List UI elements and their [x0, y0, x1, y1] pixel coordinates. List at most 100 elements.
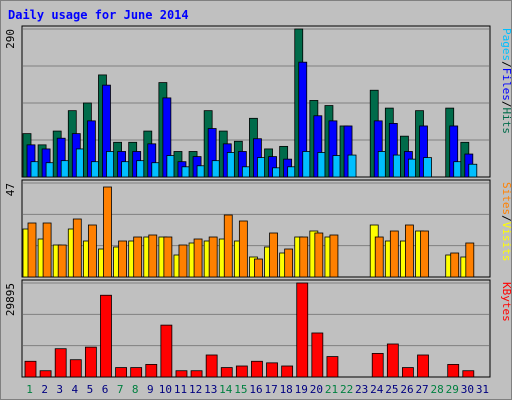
bar-kbytes-day-15 [235, 365, 248, 378]
bar-kbytes-day-27 [417, 354, 429, 378]
x-tick-day-4: 4 [72, 383, 79, 396]
legend-pages-files-hits: Pages/Files/Hits [500, 28, 512, 134]
x-tick-day-30: 30 [461, 383, 474, 396]
legend-part: / [500, 101, 512, 108]
x-tick-day-15: 15 [234, 383, 247, 396]
x-tick-day-12: 12 [189, 383, 202, 396]
bar-sites-day-30 [465, 242, 475, 278]
bar-kbytes-day-1 [24, 360, 37, 378]
bar-kbytes-day-4 [69, 359, 82, 378]
x-tick-day-1: 1 [26, 383, 33, 396]
x-tick-day-14: 14 [219, 383, 233, 396]
bar-sites-day-1 [27, 222, 37, 278]
bar-kbytes-day-29 [447, 364, 460, 378]
bar-sites-day-20 [314, 232, 324, 278]
panel-max-label: 29895 [4, 283, 17, 316]
x-tick-day-3: 3 [56, 383, 63, 396]
bar-sites-day-21 [329, 234, 339, 278]
bar-sites-day-3 [57, 244, 67, 278]
x-tick-day-24: 24 [370, 383, 384, 396]
bar-kbytes-day-8 [130, 367, 143, 378]
bar-kbytes-day-9 [145, 364, 158, 378]
bar-sites-day-16 [254, 258, 263, 278]
legend-sites-visits: Sites/Visits [500, 182, 512, 262]
x-tick-day-7: 7 [117, 383, 124, 396]
legend-part: / [500, 61, 512, 68]
x-tick-day-19: 19 [295, 383, 308, 396]
bar-kbytes-day-13 [205, 354, 218, 378]
legend-part: Visits [500, 222, 512, 262]
bar-kbytes-day-5 [84, 346, 97, 378]
bar-kbytes-day-19 [296, 282, 309, 378]
x-tick-day-6: 6 [102, 383, 109, 396]
bar-sites-day-2 [42, 222, 52, 278]
bar-kbytes-day-24 [371, 353, 384, 378]
panel-frame [21, 279, 491, 378]
x-tick-day-13: 13 [204, 383, 217, 396]
bar-sites-day-7 [118, 240, 127, 278]
kbytes-panel [21, 279, 491, 378]
visits-panel [21, 179, 491, 278]
bar-kbytes-day-25 [386, 343, 399, 378]
bar-kbytes-day-26 [402, 367, 414, 378]
x-tick-day-2: 2 [41, 383, 48, 396]
x-tick-day-25: 25 [385, 383, 398, 396]
bar-kbytes-day-30 [462, 370, 475, 378]
x-tick-day-29: 29 [446, 383, 459, 396]
legend-kbytes: KBytes [500, 282, 512, 322]
legend-part: KBytes [500, 282, 512, 322]
legend-part: Sites [500, 182, 512, 215]
bar-sites-day-13 [208, 236, 218, 278]
legend-part: / [500, 215, 512, 222]
labels-layer: 2904729895Pages/Files/HitsSites/VisitsKB… [4, 28, 512, 322]
x-tick-day-20: 20 [310, 383, 323, 396]
legend-part: Files [500, 68, 512, 101]
x-tick-day-27: 27 [415, 383, 428, 396]
x-tick-day-26: 26 [400, 383, 413, 396]
bar-kbytes-day-12 [190, 370, 203, 378]
x-tick-day-17: 17 [264, 383, 277, 396]
bar-kbytes-day-7 [115, 367, 127, 378]
bar-kbytes-day-17 [266, 362, 278, 378]
panel-max-label: 47 [4, 183, 17, 196]
bar-sites-day-11 [178, 244, 188, 278]
bar-kbytes-day-3 [54, 348, 67, 378]
bar-pages-day-27 [423, 157, 432, 178]
bar-sites-day-4 [72, 218, 82, 278]
x-tick-day-8: 8 [132, 383, 139, 396]
x-tick-day-10: 10 [159, 383, 172, 396]
x-tick-day-16: 16 [249, 383, 262, 396]
bar-kbytes-day-18 [281, 365, 294, 378]
bar-kbytes-day-2 [39, 370, 52, 378]
legend-part: Pages [500, 28, 512, 61]
bar-sites-day-10 [163, 236, 173, 278]
x-tick-day-11: 11 [174, 383, 187, 396]
bar-sites-day-9 [148, 234, 158, 278]
bar-sites-day-6 [103, 186, 112, 278]
bar-kbytes-day-11 [175, 370, 188, 378]
panels-layer [21, 25, 491, 378]
x-tick-day-28: 28 [431, 383, 444, 396]
bar-sites-day-19 [299, 236, 309, 278]
bar-sites-day-27 [420, 230, 429, 278]
x-tick-day-21: 21 [325, 383, 338, 396]
legend-part: Hits [500, 108, 512, 135]
bar-sites-day-15 [238, 220, 248, 278]
bar-pages-day-22 [347, 154, 357, 178]
bar-kbytes-day-21 [326, 356, 339, 378]
bar-sites-day-18 [284, 248, 294, 278]
panel-max-label: 290 [4, 29, 17, 49]
bar-kbytes-day-16 [251, 360, 263, 378]
bar-sites-day-5 [87, 224, 97, 278]
bar-sites-day-12 [193, 238, 203, 278]
bar-kbytes-day-20 [311, 332, 324, 378]
x-tick-day-22: 22 [340, 383, 353, 396]
bar-pages-day-30 [468, 163, 478, 178]
bar-sites-day-25 [389, 230, 399, 278]
x-tick-day-9: 9 [147, 383, 154, 396]
bar-sites-day-26 [405, 224, 414, 278]
bar-sites-day-14 [223, 214, 233, 278]
bar-sites-day-29 [450, 252, 460, 278]
